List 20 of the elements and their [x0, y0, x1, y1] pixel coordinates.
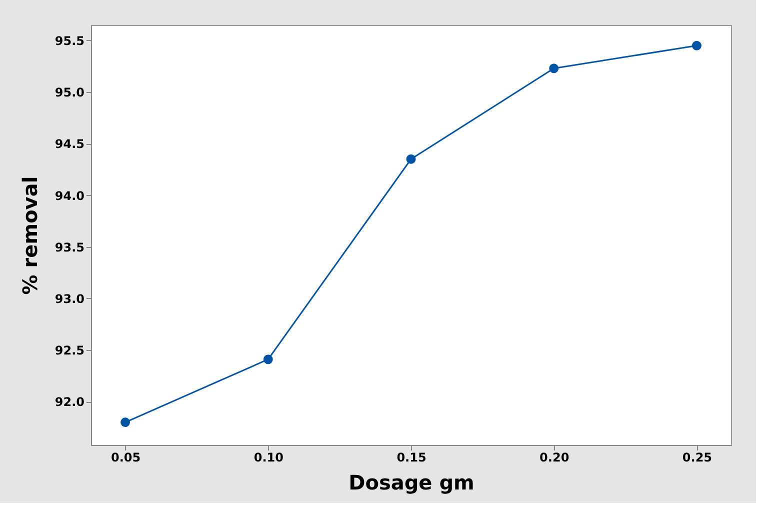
point: [549, 64, 559, 74]
y-tick-label: 93.0: [54, 292, 84, 306]
y-tick-label: 95.5: [54, 34, 84, 48]
y-tick-label: 94.5: [54, 137, 84, 152]
y-tick-label: 92.0: [54, 395, 84, 410]
point: [120, 418, 130, 428]
y-tick-label: 95.0: [54, 86, 84, 100]
x-tick-label: 0.15: [396, 450, 426, 464]
y-tick-label: 94.0: [54, 188, 84, 203]
x-tick-label: 0.05: [110, 450, 141, 464]
x-tick-label: 0.25: [682, 450, 712, 464]
x-tick-label: 0.20: [540, 450, 570, 464]
y-axis-title: % removal: [18, 176, 42, 295]
y-tick-label: 92.5: [54, 344, 84, 358]
point: [406, 154, 416, 164]
x-tick-label: 0.10: [254, 450, 284, 464]
point: [692, 40, 702, 50]
x-axis-title: Dosage gm: [348, 470, 474, 494]
point: [263, 354, 273, 364]
y-tick-label: 93.5: [54, 240, 84, 254]
